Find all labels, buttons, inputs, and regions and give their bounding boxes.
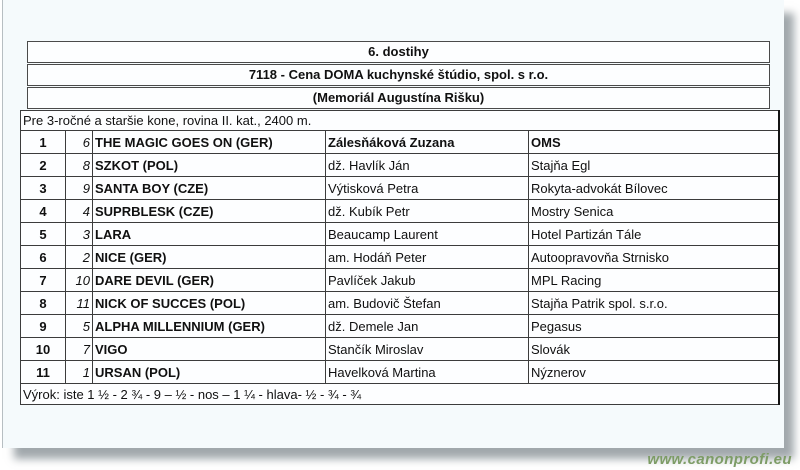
stable-cell: OMS xyxy=(527,130,780,154)
start-number-cell: 10 xyxy=(65,268,93,292)
horse-cell: LARA xyxy=(92,222,326,246)
result-row: 7 10 DARE DEVIL (GER) Pavlíček Jakub MPL… xyxy=(20,268,780,292)
start-number-cell: 5 xyxy=(65,314,93,338)
stable-cell: Rokyta-advokát Bílovec xyxy=(527,176,780,200)
place-cell: 5 xyxy=(20,222,66,246)
start-number-cell: 7 xyxy=(65,337,93,361)
horse-cell: NICK OF SUCCES (POL) xyxy=(92,291,326,315)
result-row: 11 1 URSAN (POL) Havelková Martina Nýzne… xyxy=(20,360,780,384)
rider-cell: am. Budovič Štefan xyxy=(325,291,529,315)
horse-cell: NICE (GER) xyxy=(92,245,326,269)
start-number-cell: 3 xyxy=(65,222,93,246)
results-table: Pre 3-ročné a staršie kone, rovina II. k… xyxy=(19,110,780,405)
horse-cell: ALPHA MILLENNIUM (GER) xyxy=(92,314,326,338)
rider-cell: Havelková Martina xyxy=(325,360,529,384)
verdict-text: Výrok: iste 1 ½ - 2 ¾ - 9 – ½ - nos – 1 … xyxy=(19,383,780,405)
race-number-title: 6. dostihy xyxy=(27,41,770,63)
horse-cell: DARE DEVIL (GER) xyxy=(92,268,326,292)
start-number-cell: 9 xyxy=(65,176,93,200)
result-row: 5 3 LARA Beaucamp Laurent Hotel Partizán… xyxy=(20,222,780,246)
stable-cell: Slovák xyxy=(527,337,780,361)
document-page: 6. dostihy 7118 - Cena DOMA kuchynské št… xyxy=(2,0,784,448)
result-row: 3 9 SANTA BOY (CZE) Výtisková Petra Roky… xyxy=(20,176,780,200)
rider-cell: Beaucamp Laurent xyxy=(325,222,529,246)
result-row: 9 5 ALPHA MILLENNIUM (GER) dž. Demele Ja… xyxy=(20,314,780,338)
place-cell: 10 xyxy=(20,337,66,361)
rider-cell: dž. Demele Jan xyxy=(325,314,529,338)
verdict-row: Výrok: iste 1 ½ - 2 ¾ - 9 – ½ - nos – 1 … xyxy=(19,383,780,405)
result-row: 10 7 VIGO Stančík Miroslav Slovák xyxy=(20,337,780,361)
place-cell: 6 xyxy=(20,245,66,269)
start-number-cell: 1 xyxy=(65,360,93,384)
stable-cell: MPL Racing xyxy=(527,268,780,292)
place-cell: 2 xyxy=(20,153,66,177)
place-cell: 9 xyxy=(20,314,66,338)
race-memorial-title: (Memoriál Augustína Rišku) xyxy=(27,87,770,109)
result-row: 4 4 SUPRBLESK (CZE) dž. Kubík Petr Mostr… xyxy=(20,199,780,223)
start-number-cell: 11 xyxy=(65,291,93,315)
horse-cell: VIGO xyxy=(92,337,326,361)
stable-cell: Autoopravovňa Strnisko xyxy=(527,245,780,269)
horse-cell: SANTA BOY (CZE) xyxy=(92,176,326,200)
horse-cell: SUPRBLESK (CZE) xyxy=(92,199,326,223)
result-row: 1 6 THE MAGIC GOES ON (GER) Zálesňáková … xyxy=(20,130,780,154)
rider-cell: am. Hodáň Peter xyxy=(325,245,529,269)
rider-cell: Výtisková Petra xyxy=(325,176,529,200)
place-cell: 7 xyxy=(20,268,66,292)
place-cell: 11 xyxy=(20,360,66,384)
rider-cell: Zálesňáková Zuzana xyxy=(325,130,529,154)
rider-cell: dž. Kubík Petr xyxy=(325,199,529,223)
rider-cell: dž. Havlík Ján xyxy=(325,153,529,177)
stable-cell: Pegasus xyxy=(527,314,780,338)
stable-cell: Mostry Senica xyxy=(527,199,780,223)
start-number-cell: 4 xyxy=(65,199,93,223)
rider-cell: Stančík Miroslav xyxy=(325,337,529,361)
result-row: 2 8 SZKOT (POL) dž. Havlík Ján Stajňa Eg… xyxy=(20,153,780,177)
horse-cell: URSAN (POL) xyxy=(92,360,326,384)
start-number-cell: 8 xyxy=(65,153,93,177)
start-number-cell: 2 xyxy=(65,245,93,269)
place-cell: 8 xyxy=(20,291,66,315)
stable-cell: Hotel Partizán Tále xyxy=(527,222,780,246)
rider-cell: Pavlíček Jakub xyxy=(325,268,529,292)
stable-cell: Stajňa Egl xyxy=(527,153,780,177)
watermark-url: www.canonprofi.eu xyxy=(647,451,792,468)
place-cell: 1 xyxy=(20,130,66,154)
race-conditions-row: Pre 3-ročné a staršie kone, rovina II. k… xyxy=(19,110,780,131)
horse-cell: THE MAGIC GOES ON (GER) xyxy=(92,130,326,154)
place-cell: 4 xyxy=(20,199,66,223)
place-cell: 3 xyxy=(20,176,66,200)
result-row: 6 2 NICE (GER) am. Hodáň Peter Autooprav… xyxy=(20,245,780,269)
stable-cell: Stajňa Patrik spol. s.r.o. xyxy=(527,291,780,315)
race-conditions-text: Pre 3-ročné a staršie kone, rovina II. k… xyxy=(19,110,780,131)
start-number-cell: 6 xyxy=(65,130,93,154)
race-name-title: 7118 - Cena DOMA kuchynské štúdio, spol.… xyxy=(27,64,770,86)
stable-cell: Nýznerov xyxy=(527,360,780,384)
horse-cell: SZKOT (POL) xyxy=(92,153,326,177)
result-row: 8 11 NICK OF SUCCES (POL) am. Budovič Št… xyxy=(20,291,780,315)
